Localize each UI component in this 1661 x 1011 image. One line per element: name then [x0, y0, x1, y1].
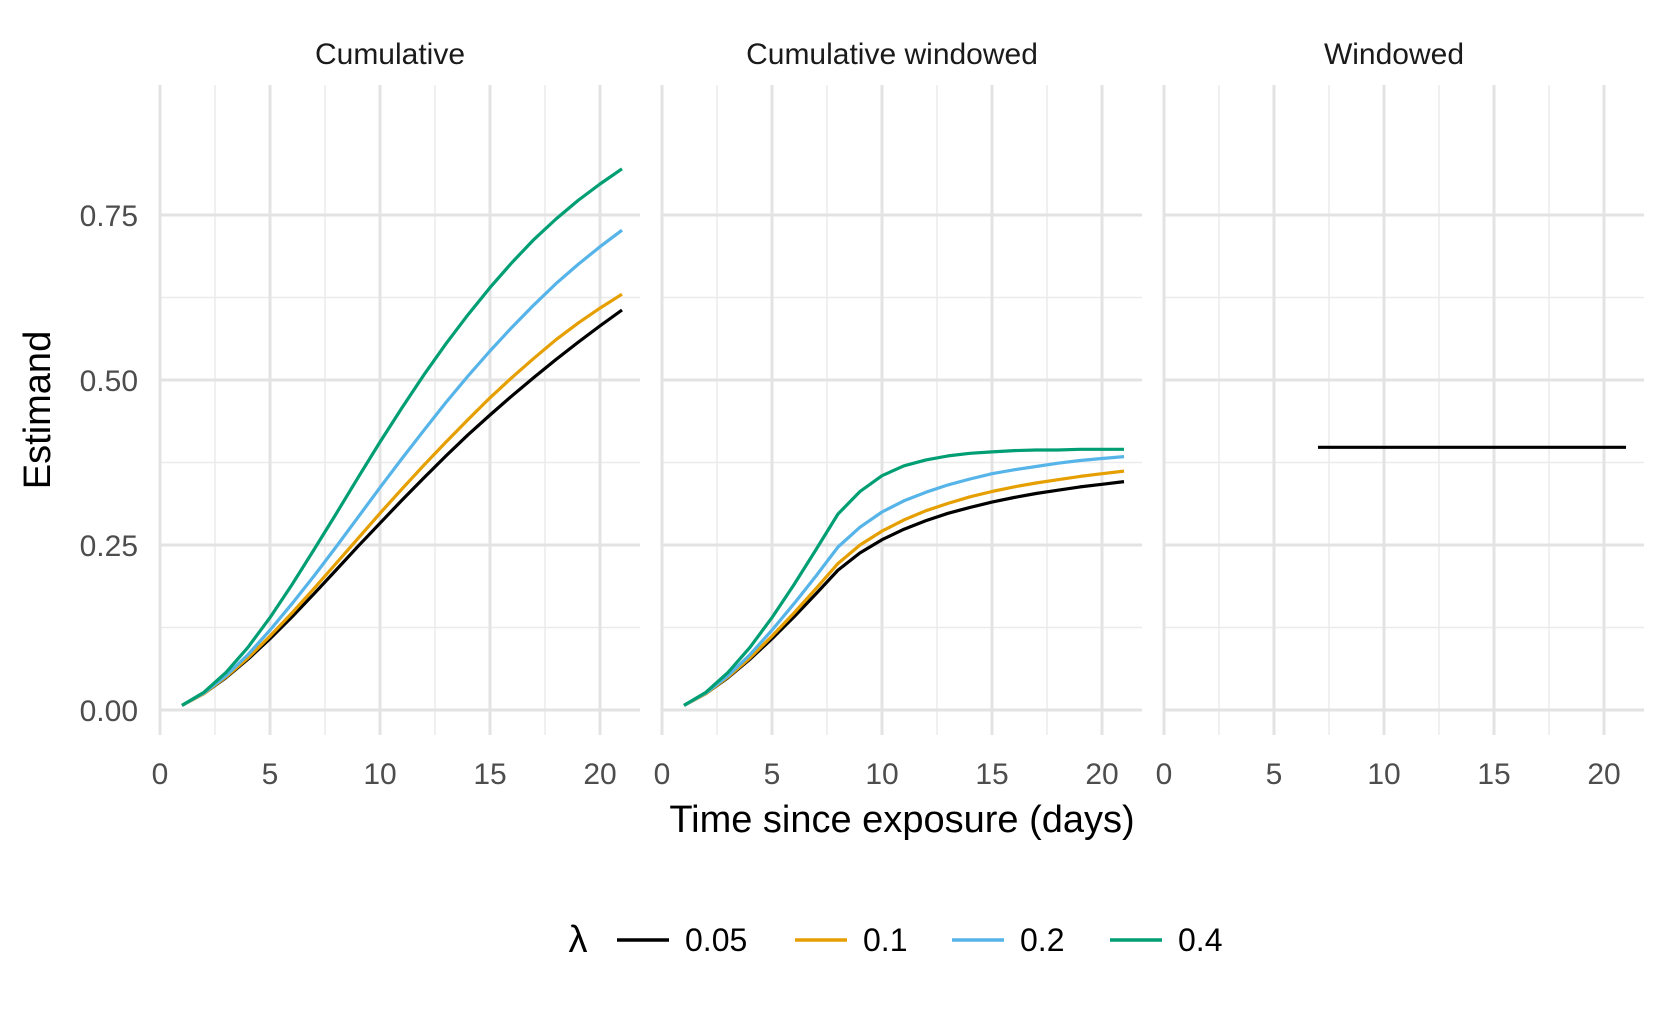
- x-tick-label: 5: [764, 758, 781, 791]
- y-axis-title: Estimand: [17, 331, 59, 489]
- x-tick-label: 5: [1266, 758, 1283, 791]
- legend-label-0.2: 0.2: [1020, 922, 1064, 958]
- facet-title: Cumulative windowed: [746, 38, 1038, 71]
- series-line-0.1: [181, 292, 623, 707]
- panel-2: Windowed 0 5 10 15 20: [1156, 38, 1644, 791]
- legend-entries: 0.05 0.1 0.2 0.4: [617, 922, 1222, 958]
- y-tick-label: 0.00: [80, 695, 138, 728]
- series-line-0.2: [181, 228, 623, 707]
- x-tick-label: 0: [654, 758, 671, 791]
- legend-title: λ: [569, 919, 588, 961]
- series-line-0.4: [181, 167, 623, 707]
- x-tick-label: 15: [1477, 758, 1510, 791]
- x-tick-label: 15: [975, 758, 1008, 791]
- legend-label-0.1: 0.1: [863, 922, 907, 958]
- x-tick-label: 0: [152, 758, 169, 791]
- series-line-0.05: [683, 480, 1125, 707]
- x-tick-label: 20: [1085, 758, 1118, 791]
- x-tick-label: 20: [1587, 758, 1620, 791]
- x-tick-label: 10: [865, 758, 898, 791]
- facet-title: Windowed: [1324, 38, 1464, 71]
- facet-title: Cumulative: [315, 38, 465, 71]
- x-tick-label: 10: [1367, 758, 1400, 791]
- x-tick-label: 15: [473, 758, 506, 791]
- series-line-0.2: [683, 455, 1125, 707]
- chart-panels: Cumulative 0 5 10 15 20 Cumulative windowed 0 5 1…: [80, 38, 1644, 791]
- panel-1: Cumulative windowed 0 5 10 15 20: [654, 38, 1142, 791]
- y-tick-label: 0.25: [80, 530, 138, 563]
- x-tick-label: 10: [363, 758, 396, 791]
- legend-label-0.4: 0.4: [1178, 922, 1222, 958]
- legend-label-0.05: 0.05: [685, 922, 747, 958]
- x-tick-label: 0: [1156, 758, 1173, 791]
- panel-0: Cumulative 0 5 10 15 20: [152, 38, 640, 791]
- y-tick-label: 0.50: [80, 365, 138, 398]
- x-axis-title: Time since exposure (days): [669, 799, 1134, 841]
- x-tick-label: 20: [583, 758, 616, 791]
- series-line-0.4: [683, 447, 1124, 707]
- legend: λ 0.05 0.1 0.2 0.4: [569, 919, 1223, 961]
- series-line-0.1: [683, 469, 1125, 707]
- y-tick-label: 0.75: [80, 200, 138, 233]
- x-tick-label: 5: [262, 758, 279, 791]
